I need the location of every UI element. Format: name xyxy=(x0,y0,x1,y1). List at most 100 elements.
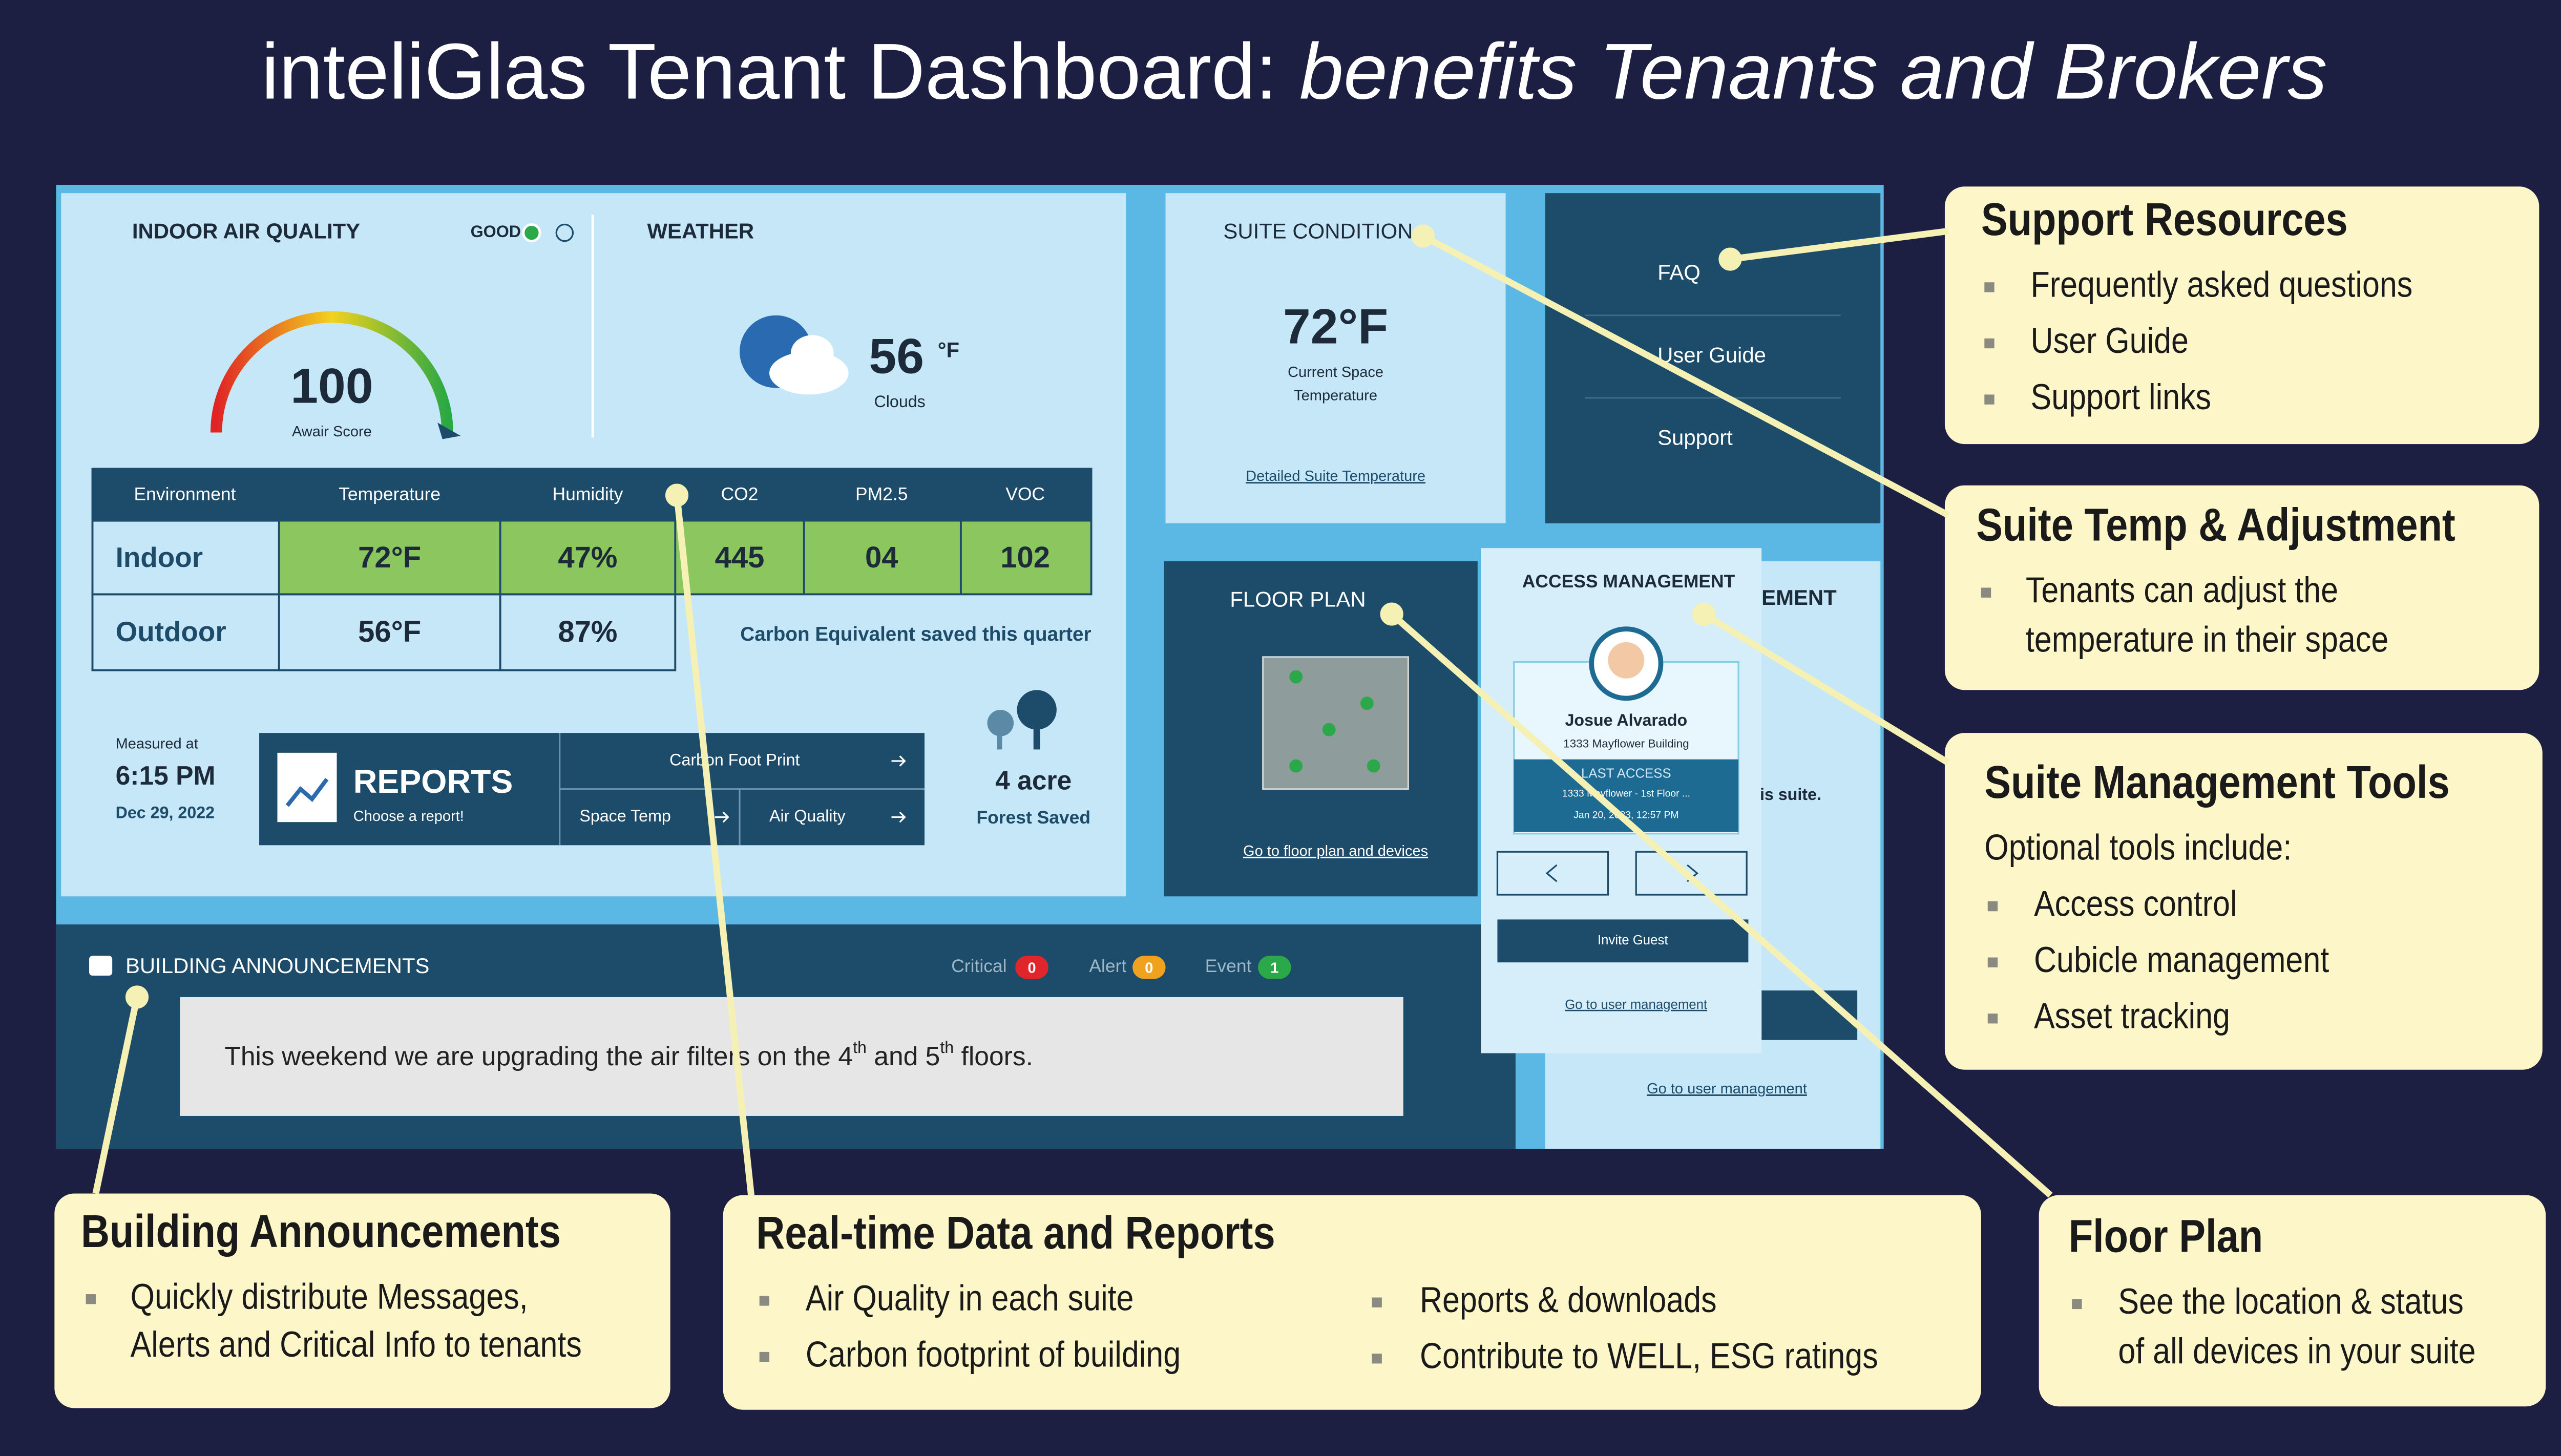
weather-condition: Clouds xyxy=(874,392,926,411)
table-cell: 04 xyxy=(865,541,898,574)
measured-label: Measured at xyxy=(116,735,198,752)
title-italic: benefits Tenants and Brokers xyxy=(1299,27,2327,115)
badge-count: 1 xyxy=(1270,960,1278,977)
panel-label: ACCESS MANAGEMENT xyxy=(1522,571,1735,592)
callout-title: Suite Temp & Adjustment xyxy=(1976,499,2455,551)
link[interactable]: Go to floor plan and devices xyxy=(1243,843,1428,859)
filter[interactable]: Event xyxy=(1205,956,1252,976)
gauge-pointer xyxy=(437,423,461,439)
table-cell: 72°F xyxy=(358,541,421,574)
invite-button[interactable] xyxy=(1497,919,1749,963)
callout-title: Suite Management Tools xyxy=(1984,756,2449,808)
message: This weekend we are upgrading the air fi… xyxy=(224,1038,1033,1070)
report-grid xyxy=(559,733,925,846)
floor-image xyxy=(1262,656,1410,790)
callout-item: Asset tracking xyxy=(2034,996,2230,1036)
last-access: LAST ACCESS xyxy=(1581,767,1671,781)
callout-item: See the location & status xyxy=(2118,1281,2464,1322)
bullet xyxy=(1984,338,1995,349)
callout xyxy=(1944,186,2539,445)
chat-icon xyxy=(89,956,113,976)
menu-dividers xyxy=(1585,314,1841,399)
table-grid xyxy=(91,468,1093,671)
caption: Temperature xyxy=(1294,387,1377,404)
report-icon xyxy=(277,752,337,822)
panel-label: INDOOR AIR QUALITY xyxy=(132,219,360,243)
title-main: inteliGlas Tenant Dashboard: xyxy=(261,27,1299,115)
badge xyxy=(1132,956,1166,979)
filter[interactable]: Critical xyxy=(951,956,1006,976)
menu-item[interactable]: FAQ xyxy=(1657,260,1701,284)
devices xyxy=(1289,670,1380,773)
link[interactable]: Go to user management xyxy=(1565,998,1707,1012)
arrow xyxy=(891,811,906,823)
texts: inteliGlas Tenant Dashboard: benefits Te… xyxy=(54,27,2546,1410)
weather-temp: 56 xyxy=(869,328,924,384)
dashboard xyxy=(56,185,1884,1149)
menu-item[interactable]: User Guide xyxy=(1657,343,1766,367)
badge xyxy=(1258,956,1291,979)
bullet xyxy=(2072,1299,2082,1310)
table-cell: 445 xyxy=(715,541,765,574)
table-header: Temperature xyxy=(339,483,440,504)
caption: Current Space xyxy=(1288,364,1383,381)
invite: Invite Guest xyxy=(1598,933,1668,947)
callout xyxy=(1944,485,2539,690)
report-link[interactable]: Carbon Foot Print xyxy=(669,750,800,769)
weather-unit: °F xyxy=(938,338,959,362)
page-title: inteliGlas Tenant Dashboard: benefits Te… xyxy=(261,27,2327,115)
reports-subtitle: Choose a report! xyxy=(353,808,464,825)
forest-label: Forest Saved xyxy=(976,807,1090,828)
table-cell: 47% xyxy=(558,541,617,574)
measured-time: 6:15 PM xyxy=(116,761,216,790)
callout-item: Access control xyxy=(2034,883,2237,924)
row-label: Indoor xyxy=(116,541,203,573)
callout-boxes xyxy=(54,186,2546,1410)
gauge xyxy=(210,311,453,433)
pager xyxy=(1496,851,1748,896)
callout-item: Quickly distribute Messages, xyxy=(131,1276,528,1317)
badge-count: 0 xyxy=(1027,960,1036,977)
table-cell: 102 xyxy=(1000,541,1050,574)
bullet xyxy=(1987,901,1998,912)
reports-title: REPORTS xyxy=(353,763,513,800)
callout-item: Contribute to WELL, ESG ratings xyxy=(1420,1336,1878,1376)
superscript: th xyxy=(940,1038,954,1056)
table-cell: 87% xyxy=(558,615,617,648)
message-part: and 5 xyxy=(867,1041,940,1071)
leaders xyxy=(92,224,2053,1198)
filter[interactable]: Alert xyxy=(1089,956,1126,976)
bullet xyxy=(1987,957,1998,967)
callout xyxy=(723,1195,1981,1410)
score-label: Awair Score xyxy=(292,424,372,440)
table-header: VOC xyxy=(1005,483,1045,504)
callout-item: Frequently asked questions xyxy=(2031,264,2413,305)
report-link[interactable]: Space Temp xyxy=(579,807,671,825)
suite-temp: 72°F xyxy=(1283,299,1388,354)
arrow xyxy=(891,755,906,767)
bullet xyxy=(1981,587,1991,598)
bullet xyxy=(759,1352,770,1362)
callout-item: temperature in their space xyxy=(2026,619,2388,660)
badge-count: 0 xyxy=(1145,960,1153,977)
callout-intro: Optional tools include: xyxy=(1984,827,2292,868)
link[interactable]: Go to user management xyxy=(1647,1081,1807,1097)
callout-item: Support links xyxy=(2031,377,2211,417)
callout-title: Building Announcements xyxy=(81,1205,561,1257)
table-header xyxy=(92,469,1091,522)
bullet xyxy=(86,1294,96,1304)
score: 100 xyxy=(290,358,373,413)
superscript: th xyxy=(853,1038,867,1056)
menu-item[interactable]: Support xyxy=(1657,425,1733,449)
status: GOOD xyxy=(471,222,521,241)
report-link[interactable]: Air Quality xyxy=(769,807,846,825)
link[interactable]: Detailed Suite Temperature xyxy=(1246,468,1425,484)
access-time: Jan 20, 2023, 12:57 PM xyxy=(1573,810,1678,820)
bullet xyxy=(1987,1014,1998,1024)
callout-item: of all devices in your suite xyxy=(2118,1331,2475,1371)
panel-label: SUITE CONDITION xyxy=(1223,219,1413,243)
bullet xyxy=(759,1296,770,1306)
